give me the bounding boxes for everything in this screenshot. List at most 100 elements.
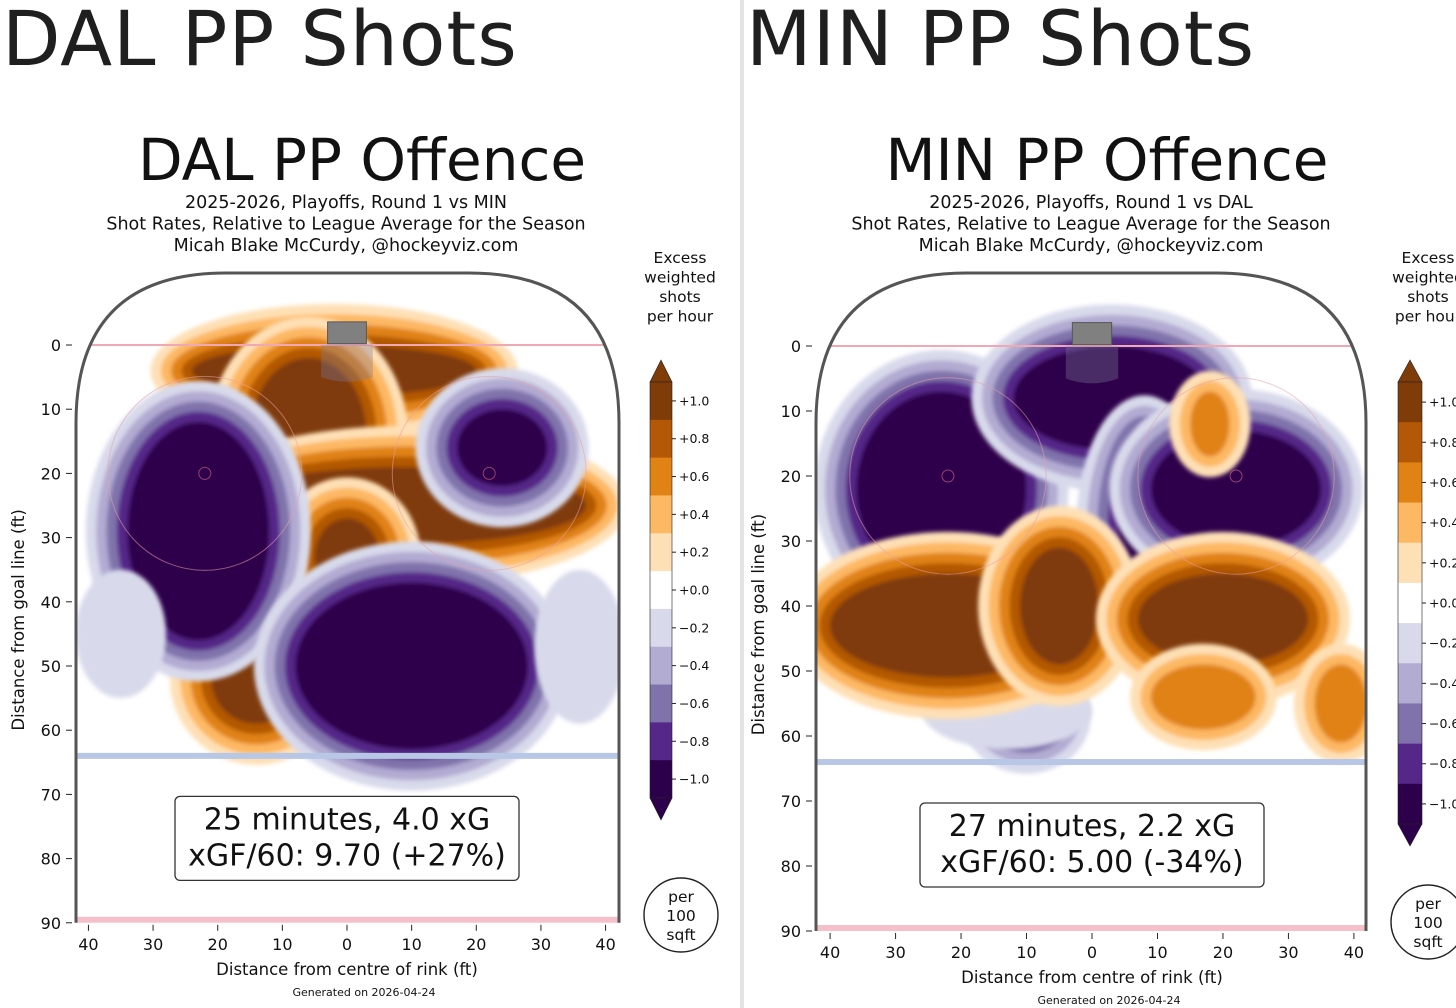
colorbar-tick-label: −0.4 [1429, 676, 1456, 691]
y-tick-label: 60 [781, 727, 801, 746]
y-tick-label: 50 [781, 662, 801, 681]
goal-net [327, 321, 367, 345]
colorbar-swatch [1398, 422, 1422, 463]
colorbar-arrow-top [1397, 359, 1423, 383]
colorbar-swatch [1398, 582, 1422, 624]
rink-boards [74, 271, 621, 923]
colorbar-title: per hour [647, 308, 714, 326]
colorbar-swatch [650, 760, 672, 799]
colorbar-title: Excess [1402, 249, 1455, 267]
colorbar-swatch [650, 684, 672, 723]
colorbar-swatch [650, 571, 672, 610]
summary-box [919, 802, 1265, 888]
y-tick-label: 20 [781, 467, 801, 486]
colorbar-arrow-bottom [1397, 823, 1423, 847]
summary-line: xGF/60: 9.70 (+27%) [188, 838, 506, 873]
chart-title: DAL PP Offence [138, 126, 586, 194]
x-tick-label: 20 [1213, 943, 1233, 962]
heatmap-field [816, 273, 1366, 931]
panel-dal: DAL PP Shots DAL PP Offence 2025-2026, Pl… [2, 0, 719, 999]
colorbar-swatch [1398, 663, 1422, 704]
colorbar-tick-label: −0.6 [1429, 716, 1456, 731]
colorbar-title: shots [659, 288, 701, 306]
colorbar-swatch [1398, 743, 1422, 785]
colorbar-title: weighted [1392, 269, 1456, 287]
colorbar-swatch [650, 608, 672, 648]
heat-zone [76, 569, 166, 699]
colorbar-tick-label: −0.8 [679, 734, 709, 749]
unit-badge-text: 100 [1413, 914, 1443, 932]
x-tick-label: 20 [951, 943, 971, 962]
faceoff-dot [198, 466, 212, 480]
y-axis-label: Distance from goal line (ft) [9, 509, 28, 730]
faceoff-circle [107, 375, 303, 571]
chart-subtitle: Micah Blake McCurdy, @hockeyviz.com [174, 236, 519, 256]
heat-zone [415, 368, 589, 528]
heat-zone [534, 569, 619, 724]
colorbar-tick-label: −0.2 [1429, 636, 1456, 651]
x-tick-label: 30 [885, 943, 905, 962]
heat-zone [1293, 643, 1366, 764]
colorbar-swatch [650, 533, 672, 572]
summary-line: 25 minutes, 4.0 xG [204, 802, 490, 837]
unit-badge [1390, 884, 1456, 960]
colorbar-swatch [1398, 462, 1422, 504]
chart-subtitle: Shot Rates, Relative to League Average f… [851, 215, 1330, 235]
y-tick-label: 0 [51, 336, 61, 355]
colorbar-tick-label: +0.0 [1429, 596, 1456, 611]
chart-title: MIN PP Offence [886, 126, 1329, 194]
colorbar-title: Excess [654, 249, 707, 267]
y-tick-label: 80 [781, 857, 801, 876]
unit-badge-text: 100 [666, 907, 696, 925]
page-title: DAL PP Shots [2, 0, 518, 83]
chart-subtitle: 2025-2026, Playoffs, Round 1 vs DAL [929, 193, 1253, 213]
faceoff-circle [1137, 377, 1335, 575]
colorbar-tick-label: +0.6 [679, 469, 709, 484]
y-tick-label: 30 [41, 529, 61, 548]
colorbar-tick-label: −1.0 [1429, 796, 1456, 811]
x-tick-label: 30 [1278, 943, 1298, 962]
colorbar-tick-label: −0.4 [679, 658, 709, 673]
goal-crease [1065, 346, 1119, 384]
blue-line [76, 752, 619, 759]
y-axis-label: Distance from goal line (ft) [749, 514, 768, 735]
colorbar-swatch [650, 457, 672, 496]
unit-badge-text: per [668, 888, 694, 906]
colorbar-swatch [1398, 502, 1422, 544]
colorbar-swatch [1398, 382, 1422, 423]
y-tick-label: 50 [41, 657, 61, 676]
goal-crease [321, 345, 373, 382]
y-tick-label: 40 [781, 597, 801, 616]
page-title: MIN PP Shots [746, 0, 1256, 83]
colorbar-tick-label: +0.2 [679, 545, 709, 560]
chart-subtitle: 2025-2026, Playoffs, Round 1 vs MIN [185, 193, 507, 213]
x-tick-label: 30 [531, 935, 551, 954]
goal-net [1071, 322, 1113, 346]
generated-footer: Generated on 2026-04-24 [293, 986, 436, 999]
faceoff-circle [849, 377, 1047, 575]
x-tick-label: 30 [143, 935, 163, 954]
y-tick-label: 10 [41, 400, 61, 419]
x-axis-label: Distance from centre of rink (ft) [961, 968, 1223, 987]
panel-min: MIN PP Shots MIN PP Offence 2025-2026, Pl… [744, 0, 1456, 1008]
unit-badge [643, 877, 719, 953]
heat-zone [1169, 370, 1251, 478]
x-tick-label: 40 [595, 935, 615, 954]
heat-zone [978, 505, 1141, 707]
colorbar-swatch [1398, 542, 1422, 584]
colorbar-title: weighted [644, 269, 716, 287]
heat-zone [253, 541, 570, 791]
colorbar-tick-label: +0.4 [1429, 515, 1456, 530]
colorbar-tick-label: +0.4 [679, 507, 709, 522]
summary-line: 27 minutes, 2.2 xG [949, 809, 1235, 844]
colorbar-swatch [1398, 783, 1422, 825]
colorbar-tick-label: +0.8 [1429, 435, 1456, 450]
y-tick-label: 90 [41, 914, 61, 933]
colorbar-tick-label: −1.0 [679, 772, 709, 787]
y-tick-label: 80 [41, 850, 61, 869]
y-tick-label: 10 [781, 402, 801, 421]
colorbar-tick-label: −0.8 [1429, 756, 1456, 771]
colorbar-tick-label: −0.2 [679, 620, 709, 635]
